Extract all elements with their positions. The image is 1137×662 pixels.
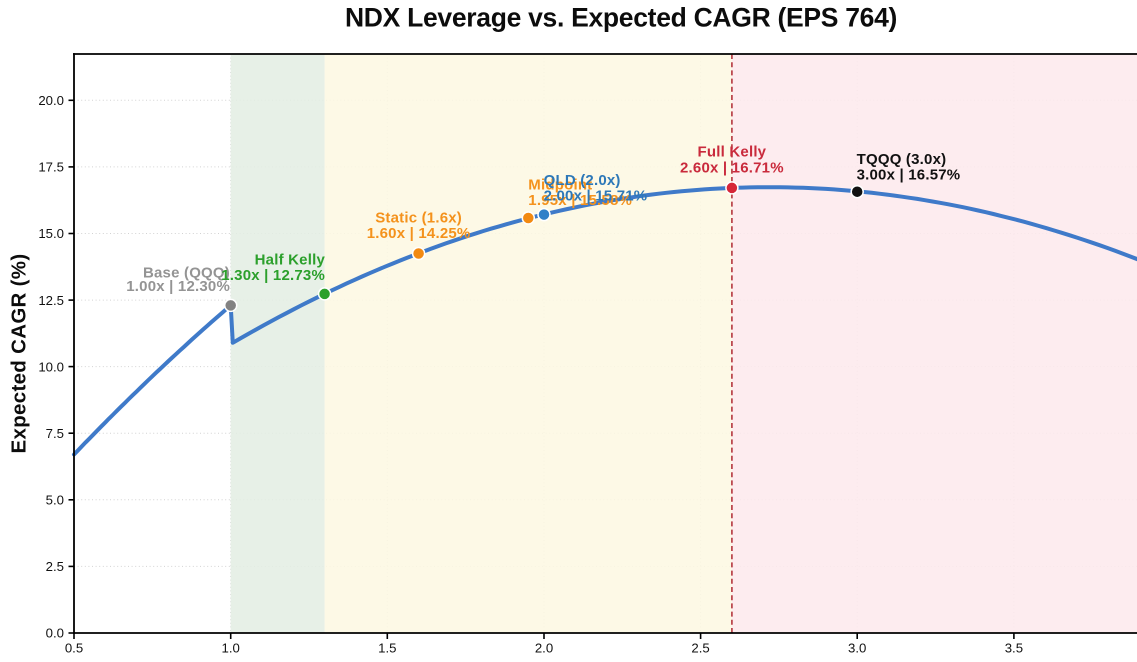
svg-text:Base (QQQ): Base (QQQ)	[143, 264, 230, 281]
svg-text:1.5: 1.5	[378, 641, 396, 656]
svg-text:5.0: 5.0	[46, 493, 64, 508]
svg-text:TQQQ (3.0x): TQQQ (3.0x)	[857, 151, 947, 168]
svg-text:2.00x | 15.71%: 2.00x | 15.71%	[544, 188, 648, 205]
svg-text:1.00x | 12.30%: 1.00x | 12.30%	[126, 278, 230, 295]
svg-text:12.5: 12.5	[38, 293, 64, 308]
svg-text:QLD (2.0x): QLD (2.0x)	[544, 172, 621, 189]
svg-text:2.5: 2.5	[46, 559, 64, 574]
svg-text:Static (1.6x): Static (1.6x)	[375, 210, 462, 227]
svg-text:2.0: 2.0	[535, 641, 553, 656]
svg-text:1.30x | 12.73%: 1.30x | 12.73%	[221, 267, 325, 284]
svg-text:Expected CAGR (%): Expected CAGR (%)	[8, 254, 31, 454]
svg-text:1.60x | 14.25%: 1.60x | 14.25%	[367, 225, 471, 242]
svg-text:15.0: 15.0	[38, 226, 64, 241]
svg-text:Full Kelly: Full Kelly	[698, 144, 767, 161]
svg-text:Half Kelly: Half Kelly	[255, 252, 326, 269]
svg-text:3.00x | 16.57%: 3.00x | 16.57%	[857, 166, 961, 183]
svg-text:10.0: 10.0	[38, 359, 64, 374]
svg-text:3.0: 3.0	[848, 641, 866, 656]
svg-text:17.5: 17.5	[38, 160, 64, 175]
svg-text:1.0: 1.0	[222, 641, 240, 656]
svg-text:2.60x | 16.71%: 2.60x | 16.71%	[680, 159, 784, 176]
svg-text:NDX Leverage vs. Expected CAGR: NDX Leverage vs. Expected CAGR (EPS 764)	[345, 3, 897, 33]
svg-text:1.95x | 15.58%: 1.95x | 15.58%	[528, 192, 632, 209]
svg-text:7.5: 7.5	[46, 426, 64, 441]
svg-text:0.0: 0.0	[46, 626, 64, 641]
svg-text:0.5: 0.5	[65, 641, 83, 656]
svg-text:3.5: 3.5	[1005, 641, 1023, 656]
svg-text:Midpoint: Midpoint	[528, 176, 592, 193]
svg-text:20.0: 20.0	[38, 93, 64, 108]
svg-text:2.5: 2.5	[691, 641, 709, 656]
